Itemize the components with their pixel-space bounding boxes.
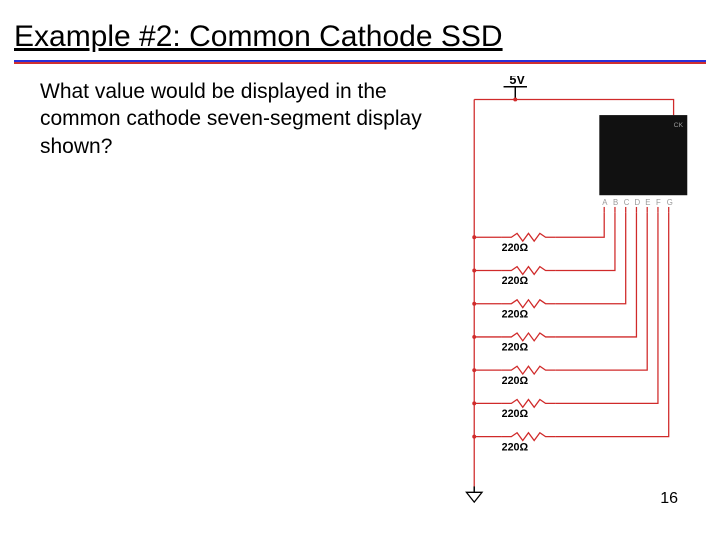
pin-label: D bbox=[635, 198, 641, 207]
pin-label: C bbox=[624, 198, 630, 207]
node-supply bbox=[513, 98, 517, 102]
pin-label: B bbox=[613, 198, 618, 207]
resistor-label: 220Ω bbox=[502, 375, 529, 387]
pin-label: A bbox=[602, 198, 608, 207]
resistor-icon bbox=[502, 233, 556, 241]
pin-label: F bbox=[656, 198, 661, 207]
resistor-icon bbox=[502, 267, 556, 275]
wire-res-to-pin bbox=[555, 213, 658, 404]
resistor-label: 220Ω bbox=[502, 308, 529, 320]
resistor-icon bbox=[502, 300, 556, 308]
resistor-label: 220Ω bbox=[502, 342, 529, 354]
page-number: 16 bbox=[660, 490, 678, 508]
slide-title: Example #2: Common Cathode SSD bbox=[0, 0, 720, 60]
resistor-icon bbox=[502, 366, 556, 374]
resistor-label: 220Ω bbox=[502, 275, 529, 287]
supply-label: 5V bbox=[509, 76, 525, 87]
circuit-diagram: 5V CK ABCDEFG 220Ω 220Ω 220Ω 220Ω 220Ω 220Ω 220Ω bbox=[430, 76, 710, 506]
resistor-label: 220Ω bbox=[502, 408, 529, 420]
resistor-icon bbox=[502, 433, 556, 441]
resistor-icon bbox=[502, 399, 556, 407]
wire-res-to-pin bbox=[555, 213, 647, 370]
wire-supply-to-chip bbox=[515, 99, 673, 115]
wire-res-to-pin bbox=[555, 213, 604, 237]
resistor-icon bbox=[502, 333, 556, 341]
wire-res-to-pin bbox=[555, 213, 636, 337]
ck-label: CK bbox=[674, 122, 684, 129]
resistor-label: 220Ω bbox=[502, 441, 529, 453]
pin-label: E bbox=[645, 198, 650, 207]
pin-label: G bbox=[667, 198, 673, 207]
ground-icon bbox=[466, 492, 482, 502]
resistor-label: 220Ω bbox=[502, 242, 529, 254]
question-text: What value would be displayed in the com… bbox=[40, 78, 440, 160]
wire-res-to-pin bbox=[555, 213, 615, 271]
